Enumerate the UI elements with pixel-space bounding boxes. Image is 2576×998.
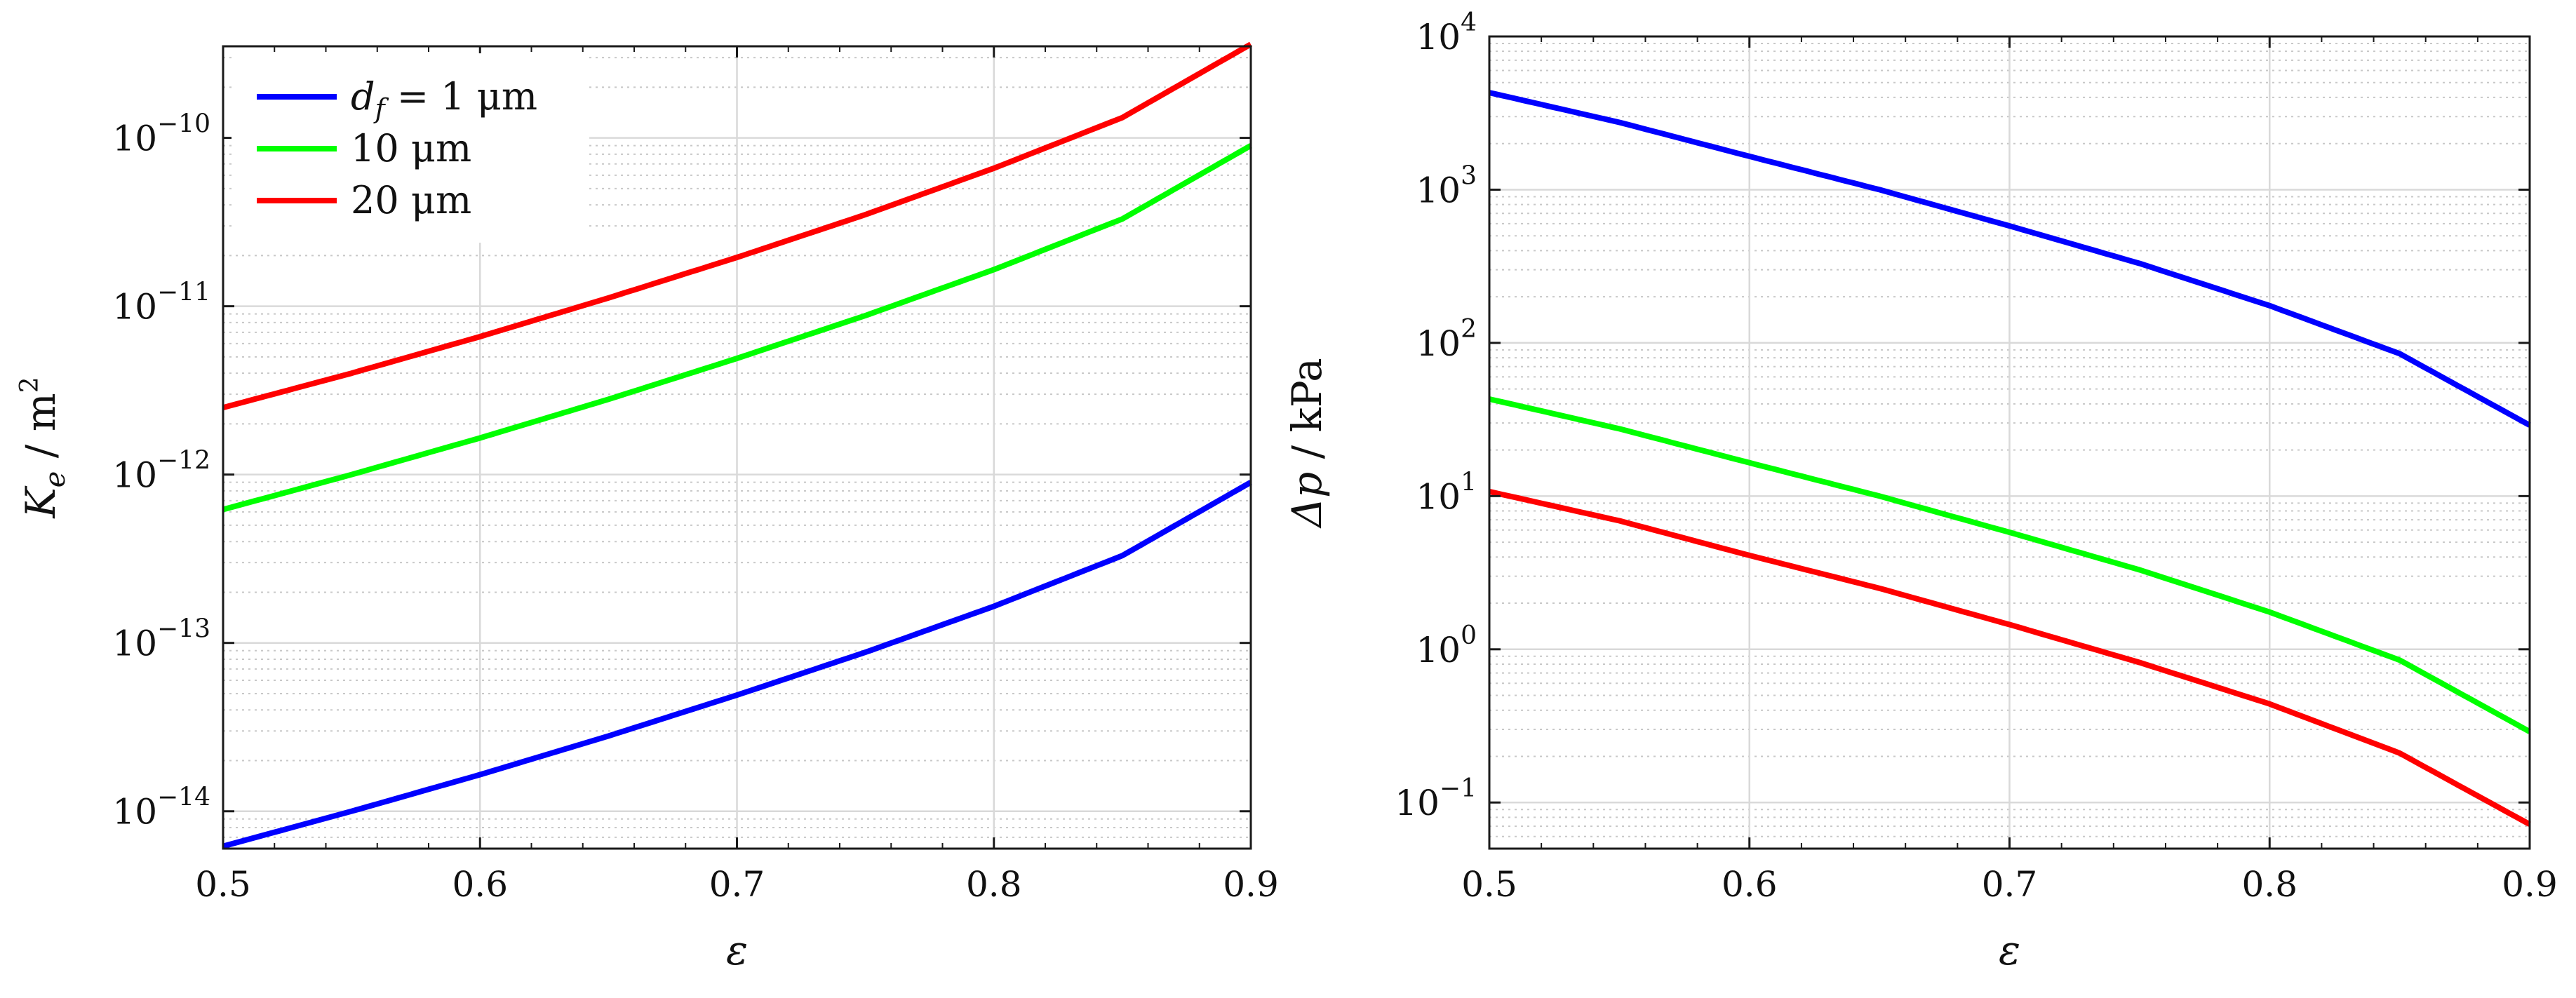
x-tick-label: 0.6: [452, 864, 508, 905]
y-tick-exponent: −13: [157, 615, 210, 644]
y-label-symbol: Δp: [1283, 472, 1331, 529]
y-tick-base: 10: [1416, 170, 1461, 210]
chart-1: 0.5 0.6 0.7 0.8 0.910−1410−1310−1210−1110−10…: [15, 41, 1279, 974]
y-tick-label: 10−1: [1395, 774, 1477, 823]
legend-label-1: df = 1 μm: [351, 74, 537, 124]
y-label-symbol: K: [17, 485, 65, 519]
y-label-unit: kPa: [1283, 358, 1331, 432]
y-tick-label: 100: [1416, 621, 1477, 670]
x-tick-label: 0.7: [709, 864, 765, 905]
y-tick-base: 10: [1416, 630, 1461, 670]
x-tick-label: 0.9: [1223, 864, 1279, 905]
y-axis-label: Δp / kPa: [1283, 358, 1331, 529]
y-tick-base: 10: [112, 792, 157, 832]
legend-label-3: 20 μm: [351, 178, 471, 222]
y-tick-base: 10: [1416, 17, 1461, 58]
y-tick-exponent: 2: [1461, 315, 1477, 344]
series-line-2: [222, 143, 1252, 513]
y-tick-base: 10: [1395, 783, 1440, 823]
y-tick-base: 10: [112, 623, 157, 664]
y-tick-label: 10−10: [112, 110, 210, 159]
series-line-3: [1489, 488, 2531, 827]
tick-marks: [222, 46, 1252, 849]
y-tick-label: 10−12: [112, 447, 210, 496]
x-axis-label: ε: [726, 926, 748, 974]
y-tick-base: 10: [112, 455, 157, 496]
y-label-unit-exponent: 2: [15, 377, 44, 393]
legend-label-2: 10 μm: [351, 126, 471, 170]
x-axis-label: ε: [1999, 926, 2020, 974]
y-tick-label: 104: [1416, 8, 1477, 58]
y-tick-exponent: −1: [1440, 774, 1477, 803]
y-tick-base: 10: [112, 287, 157, 328]
y-tick-label: 101: [1416, 468, 1477, 517]
x-tick-label: 0.7: [1982, 864, 2038, 905]
x-tick-label: 0.9: [2502, 864, 2558, 905]
y-tick-label: 103: [1416, 161, 1477, 210]
x-tick-label: 0.8: [966, 864, 1022, 905]
y-tick-label: 10−11: [112, 278, 210, 328]
y-tick-base: 10: [112, 119, 157, 159]
y-tick-exponent: 3: [1461, 161, 1477, 190]
y-tick-label: 102: [1416, 315, 1477, 364]
y-tick-base: 10: [1416, 323, 1461, 364]
y-label-separator: /: [1283, 432, 1331, 471]
legend-text: 20 μm: [351, 178, 471, 222]
y-axis-label: Ke / m2: [15, 377, 72, 518]
y-tick-label: 10−13: [112, 615, 210, 664]
legend-variable: d: [351, 74, 375, 119]
series-line-1: [1489, 90, 2531, 428]
y-tick-exponent: 1: [1461, 468, 1477, 497]
tick-marks: [1488, 35, 2531, 849]
y-label-unit: m: [17, 393, 65, 431]
series-line-2: [1489, 396, 2531, 734]
minor-grid: [1489, 42, 2530, 837]
x-tick-label: 0.8: [2241, 864, 2297, 905]
series-line-3: [222, 41, 1252, 411]
y-label-separator: /: [17, 431, 65, 471]
y-tick-exponent: −12: [157, 447, 210, 476]
y-tick-label: 10−14: [112, 783, 210, 832]
x-tick-label: 0.5: [1461, 864, 1517, 905]
y-tick-exponent: 4: [1461, 8, 1477, 37]
y-tick-exponent: −10: [157, 110, 210, 139]
series-line-1: [222, 480, 1252, 849]
x-tick-label: 0.6: [1722, 864, 1778, 905]
y-tick-exponent: −14: [157, 783, 210, 812]
y-tick-exponent: −11: [157, 278, 210, 307]
y-label-subscript: e: [39, 471, 72, 488]
legend-text: = 1 μm: [385, 74, 537, 119]
y-tick-base: 10: [1416, 476, 1461, 517]
x-tick-label: 0.5: [195, 864, 251, 905]
legend-text: 10 μm: [351, 126, 471, 170]
y-tick-exponent: 0: [1461, 621, 1477, 650]
